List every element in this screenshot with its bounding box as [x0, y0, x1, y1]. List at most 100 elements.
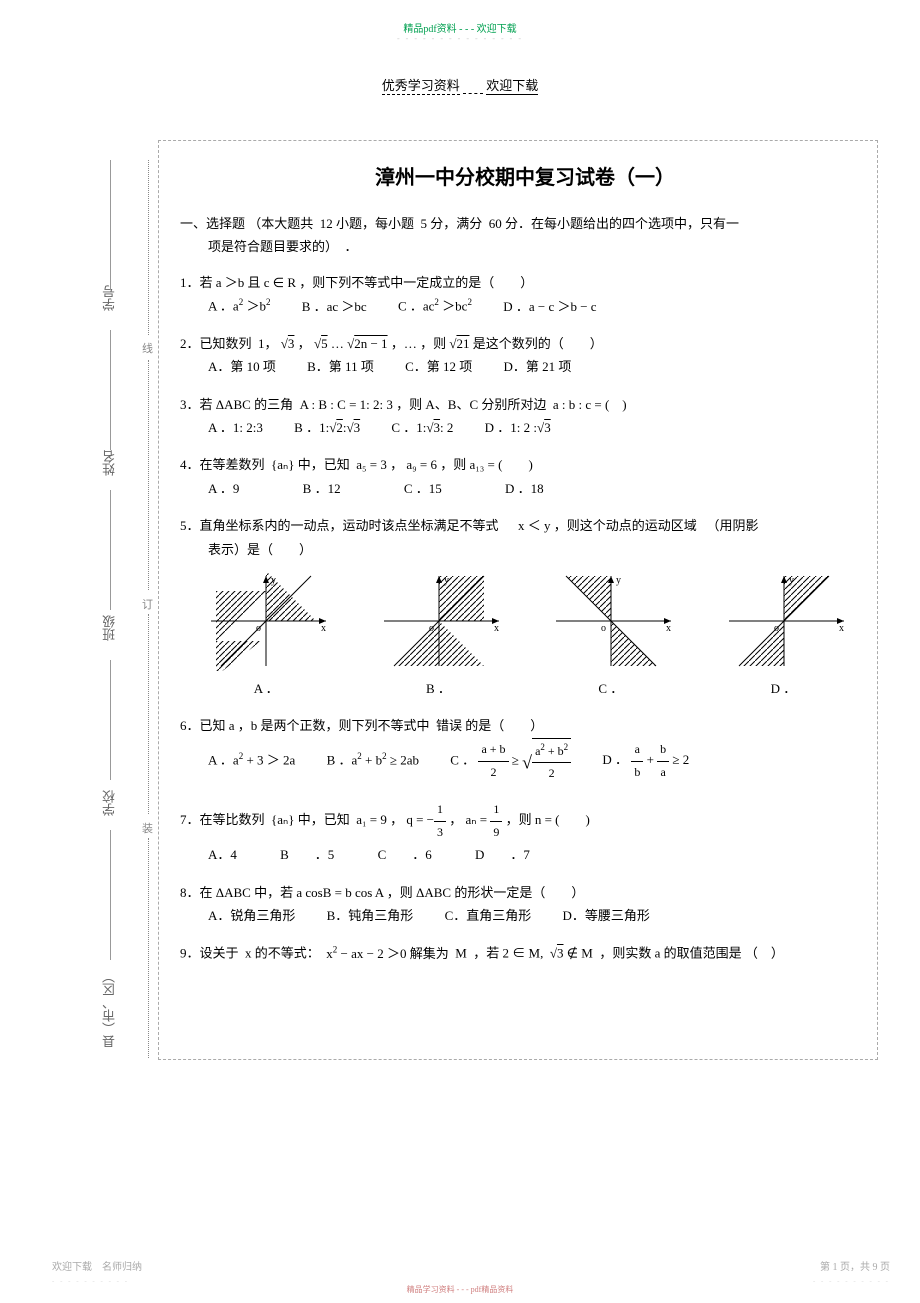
page-subtitle: 优秀学习资料 欢迎下载: [0, 75, 920, 94]
q2-c: C．第 12 项: [405, 355, 472, 378]
svg-text:y: y: [444, 575, 449, 586]
s1d: 60 分．在每小题给出的四个选项中，只有一: [489, 216, 739, 231]
spine-dotted-2: [148, 360, 149, 590]
svg-text:x: x: [666, 623, 671, 634]
svg-text:o: o: [256, 623, 261, 634]
q5-b: B ．: [426, 677, 451, 700]
q6-a: A ．a2 + 3 ＞ 2a: [208, 748, 295, 772]
q1-d: D ．a − c ＞b − c: [503, 295, 596, 318]
q5-c: C ．: [598, 677, 623, 700]
spine-xm: 姓名: [100, 450, 119, 476]
spine-underline-0: [110, 160, 111, 290]
q5-note: （用阴影: [707, 518, 759, 533]
q7-aneq: aₙ = 19: [466, 812, 506, 827]
svg-text:o: o: [601, 623, 606, 634]
spine-dotted-3: [148, 614, 149, 814]
q3-b: B ．1:√2:√3: [294, 416, 360, 439]
spine-bj: 班级: [100, 615, 119, 641]
q5-graph-a: x y o: [201, 571, 331, 671]
q7-then: ，则 n = ( ): [506, 812, 590, 827]
spine-underline-3: [110, 660, 111, 780]
q8-a: A．锐角三角形: [208, 904, 295, 927]
q2: 2．已知数列 1， √3 ， √5 … √2n − 1 ，… ，则 √21 是这…: [180, 332, 870, 379]
q4-c: C ．15: [404, 477, 442, 500]
q7-q: q = −13: [406, 812, 449, 827]
q5-opts: A ． B ． C ． D ．: [180, 677, 870, 700]
q5-graphs: x y o: [180, 571, 870, 671]
svg-text:x: x: [839, 623, 844, 634]
subtitle-a: 优秀学习资料: [382, 78, 460, 95]
s1f: ．: [345, 239, 358, 254]
q8-c: C．直角三角形: [445, 904, 532, 927]
q1-a: A ．a2 ＞b2: [208, 294, 270, 318]
svg-text:o: o: [429, 623, 434, 634]
svg-text:x: x: [321, 623, 326, 634]
q3-d: D ．1: 2 :√3: [485, 416, 551, 439]
q1-c: C ．ac2 ＞bc2: [398, 294, 472, 318]
q4-d: D ．18: [505, 477, 544, 500]
q7-t: 7．在等比数列: [180, 812, 265, 827]
q1: 1．若 a ＞b 且 c ∈ R ，则下列不等式中一定成立的是（ ） A ．a2…: [180, 271, 870, 318]
q7: 7．在等比数列 {aₙ} 中，已知 a₁ = 9 ， q = −13 ， aₙ …: [180, 799, 870, 867]
footer-right: 第 1 页，共 9 页: [820, 1258, 890, 1273]
q2-r21: 21: [456, 336, 469, 351]
q2-r2n: 2n − 1: [354, 336, 387, 351]
q6-c: C ． a + b2 ≥ √a2 + b22: [450, 738, 571, 785]
q9-notin: ∉ M: [567, 946, 593, 961]
q3-c: C ．1:√3: 2: [391, 416, 453, 439]
q4-a5: a₅ = 3 ，: [356, 457, 403, 472]
q9-t: 9．设关于: [180, 946, 239, 961]
svg-text:y: y: [271, 575, 276, 586]
q3: 3．若 ΔABC 的三角 A : B : C = 1: 2: 3 ，则 A、B、…: [180, 393, 870, 440]
q5-cond: x ＜ y ，则这个动点的运动区域: [518, 518, 697, 533]
q6-d: D ． ab + ba ≥ 2: [602, 739, 689, 783]
q2-pre: 2．已知数列: [180, 336, 252, 351]
content: 漳州一中分校期中复习试卷（一） 一、选择题 （本大题共 12 小题，每小题 5 …: [180, 160, 870, 979]
q8: 8．在 ΔABC 中，若 a cosB = b cos A ，则 ΔABC 的形…: [180, 881, 870, 928]
q7-d: D ．7: [475, 843, 530, 866]
section-1: 一、选择题 （本大题共 12 小题，每小题 5 分，满分 60 分．在每小题给出…: [180, 212, 870, 259]
q3-a: A ．1: 2:3: [208, 416, 263, 439]
q9-M: M: [455, 946, 467, 961]
q8-t: 8．在 ΔABC 中，若 a cosB = b cos A ，则 ΔABC 的形…: [180, 885, 584, 900]
q4-b: B ．12: [303, 477, 341, 500]
q5-graph-b: x y o: [374, 571, 504, 671]
svg-text:y: y: [789, 575, 794, 586]
q7-b: B ．5: [280, 843, 334, 866]
q2-b: B．第 11 项: [307, 355, 374, 378]
q7-c: C ．6: [378, 843, 432, 866]
svg-text:o: o: [774, 623, 779, 634]
q3-t1: 3．若 ΔABC 的三角: [180, 397, 293, 412]
q9-ineq: x2 − ax − 2 ＞0 解集为: [326, 946, 448, 961]
q1-b: B ．ac ＞bc: [302, 295, 367, 318]
q5-t: 5．直角坐标系内的一动点，运动时该点坐标满足不等式: [180, 518, 499, 533]
spine-dotted-4: [148, 838, 149, 1058]
q2-d: D．第 21 项: [504, 355, 572, 378]
spine-xq: 县（市、区）: [100, 970, 119, 1048]
q2-mid: ，… ，则: [391, 336, 446, 351]
footer-left: 欢迎下载 名师归纳: [52, 1258, 142, 1273]
q2-1: 1，: [258, 336, 278, 351]
q7-an: {aₙ} 中，已知: [271, 812, 350, 827]
q5-graph-d: x y o: [719, 571, 849, 671]
spine-char-zhuang: 装: [142, 820, 153, 836]
q5-a: A ．: [254, 677, 279, 700]
spine-char-xian: 线: [142, 340, 153, 356]
q4: 4．在等差数列 {aₙ} 中，已知 a₅ = 3 ， a₉ = 6 ，则 a₁₃…: [180, 453, 870, 500]
spine-underline-1: [110, 330, 111, 450]
q4-a9: a₉ = 6 ，则 a₁₃ = ( ): [406, 457, 532, 472]
q5-graph-c: x y o: [546, 571, 676, 671]
q4-t: 4．在等差数列: [180, 457, 265, 472]
q6: 6．已知 a ，b 是两个正数，则下列不等式中 错误 的是（ ） A ．a2 +…: [180, 714, 870, 785]
spine-underline-2: [110, 490, 111, 610]
q9-r3: 3: [557, 946, 564, 961]
top-watermark-dots: - - - - - - - - - - - - - - -: [0, 34, 920, 43]
spine-underline-4: [110, 830, 111, 960]
s1e: 项是符合题目要求的）: [180, 239, 338, 254]
q3-abc: a : b : c = ( ): [553, 397, 627, 412]
q9-if: ，若 2 ∈ M,: [473, 946, 543, 961]
svg-text:x: x: [494, 623, 499, 634]
svg-text:y: y: [616, 575, 621, 586]
q1-stem: 1．若 a ＞b 且 c ∈ R ，则下列不等式中一定成立的是（ ）: [180, 275, 533, 290]
main-title: 漳州一中分校期中复习试卷（一）: [180, 160, 870, 196]
